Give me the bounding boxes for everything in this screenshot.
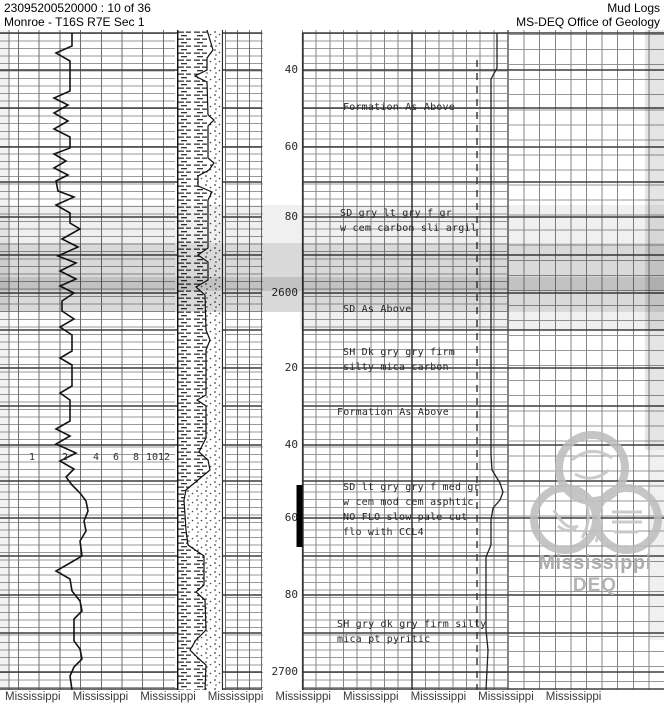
depth-label: 40 bbox=[284, 438, 298, 451]
page-header: 23095200520000 : 10 of 36 Monroe - T16S … bbox=[0, 0, 664, 30]
scan-edge-shadow-right bbox=[645, 30, 664, 450]
lithology-column bbox=[177, 30, 223, 690]
footer-watermark-item: Mississippi bbox=[342, 691, 399, 703]
sample-description-line: w cem carbon sli argil bbox=[340, 223, 477, 234]
footer-watermark-item: Mississippi bbox=[410, 691, 467, 703]
depth-label: 80 bbox=[284, 210, 298, 223]
depth-label: 2700 bbox=[271, 665, 299, 678]
sample-description-line: mica pt pyritic bbox=[337, 634, 431, 645]
scale-label: 4 bbox=[93, 452, 100, 463]
narrow-grid-strip bbox=[225, 30, 263, 690]
sand-region bbox=[184, 30, 223, 690]
scan-edge-shadow-left bbox=[0, 30, 8, 690]
sample-description: SH Dk gry gry firm silty mica carbon bbox=[343, 345, 455, 375]
right-fine-grid bbox=[508, 30, 664, 690]
sample-description-line: Formation As Above bbox=[343, 102, 455, 113]
scale-label: 6 bbox=[113, 452, 120, 463]
footer-watermark-row: Mississippi Mississippi Mississippi Mississ… bbox=[0, 690, 664, 705]
log-curve bbox=[52, 33, 89, 690]
header-left: 23095200520000 : 10 of 36 Monroe - T16S … bbox=[4, 1, 151, 30]
sample-description: Formation As Above bbox=[343, 100, 455, 115]
depth-label: 2600 bbox=[271, 286, 299, 299]
right-track-curve bbox=[485, 33, 504, 690]
sample-description: SH gry dk gry firm silty mica pt pyritic bbox=[337, 617, 486, 647]
scale-label: 12 bbox=[158, 452, 171, 463]
footer-watermark-item: Mississippi bbox=[72, 691, 129, 703]
depth-label: 60 bbox=[284, 511, 298, 524]
left-curve-track-grid bbox=[0, 30, 175, 690]
sample-description: SD lt gry gry f med gr w cem mod cem asph… bbox=[343, 480, 480, 540]
description-track-grid bbox=[302, 30, 508, 690]
scale-label: 10 bbox=[146, 452, 159, 463]
sample-description-line: NO FLO slow pale cut bbox=[343, 512, 468, 523]
sample-description-line: SD As Above bbox=[343, 304, 412, 315]
sample-descriptions: Formation As Above SD gry lt gry f gr w ce… bbox=[0, 30, 664, 690]
show-indicator-bar bbox=[296, 485, 303, 547]
depth-label: 40 bbox=[284, 63, 298, 76]
scale-label: 8 bbox=[133, 452, 140, 463]
depth-label: 80 bbox=[284, 588, 298, 601]
depth-label: 20 bbox=[284, 361, 298, 374]
scale-label: 1 bbox=[29, 452, 36, 463]
sample-description-line: silty mica carbon bbox=[343, 362, 449, 373]
header-right: Mud Logs MS-DEQ Office of Geology bbox=[516, 1, 660, 30]
log-scale-labels: 1 2 4 6 8 10 12 bbox=[0, 30, 175, 690]
shale-region bbox=[177, 30, 214, 690]
sample-description: SD As Above bbox=[343, 302, 411, 317]
depth-label: 60 bbox=[284, 140, 298, 153]
footer-watermark-item: Mississippi bbox=[275, 691, 331, 703]
document-title: Mud Logs bbox=[607, 1, 660, 15]
footer-watermark-item: Mississippi bbox=[140, 691, 196, 703]
depth-scale-column: 40 60 80 2600 20 40 60 80 2700 bbox=[262, 30, 302, 690]
footer-watermark-item: Mississippi bbox=[5, 691, 61, 703]
sample-description-line: Formation As Above bbox=[337, 407, 449, 418]
lithology-boundary bbox=[183, 30, 215, 690]
sample-description-line: SD gry lt gry f gr bbox=[340, 208, 452, 219]
sample-description: SD gry lt gry f gr w cem carbon sli argil bbox=[340, 206, 477, 236]
footer-watermark-item: Mississippi bbox=[478, 691, 534, 703]
sample-description-line: w cem mod cem asphtic bbox=[343, 497, 474, 508]
scale-label: 2 bbox=[62, 452, 69, 463]
well-location: Monroe - T16S R7E Sec 1 bbox=[4, 14, 145, 29]
footer-watermark-item: Mississippi bbox=[207, 691, 264, 703]
agency-name: MS-DEQ Office of Geology bbox=[516, 14, 660, 29]
sample-description: Formation As Above bbox=[337, 405, 449, 420]
sample-description-line: flo with CCL4 bbox=[343, 527, 424, 538]
log-chart-area: 40 60 80 2600 20 40 60 80 2700 bbox=[0, 30, 664, 690]
sample-description-line: SH Dk gry gry firm bbox=[343, 347, 455, 358]
well-api-number: 23095200520000 : 10 of 36 bbox=[4, 1, 151, 15]
sample-description-line: SH gry dk gry firm silty bbox=[337, 619, 487, 630]
footer-watermark-item: Mississippi bbox=[545, 691, 602, 703]
sample-description-line: SD lt gry gry f med gr bbox=[343, 482, 480, 493]
